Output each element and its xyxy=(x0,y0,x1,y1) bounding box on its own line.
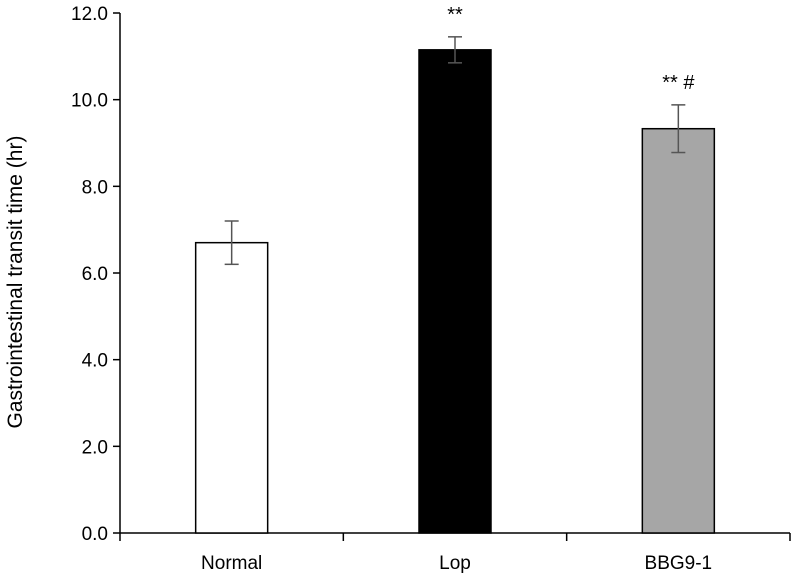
y-tick-label: 12.0 xyxy=(71,4,108,25)
bar xyxy=(194,241,269,534)
y-tick-label: 10.0 xyxy=(71,91,108,112)
bars xyxy=(194,36,716,534)
y-tick-label: 2.0 xyxy=(82,437,108,458)
significance-label: ** xyxy=(447,4,463,26)
y-tick-label: 4.0 xyxy=(82,351,108,372)
category-label: Normal xyxy=(201,553,262,574)
bar xyxy=(641,127,716,534)
category-label: Lop xyxy=(439,553,471,574)
labels: 0.0 2.0 4.0 6.0 8.0 10.0 12.0 Normal Lop ** BBG9-1… xyxy=(71,4,712,574)
y-tick-label: 8.0 xyxy=(82,177,108,198)
category-label: BBG9-1 xyxy=(645,553,713,574)
y-axis-title: Gastrointestinal transit time (hr) xyxy=(4,136,27,429)
y-tick-label: 0.0 xyxy=(82,524,108,545)
y-tick-label: 6.0 xyxy=(82,264,108,285)
significance-label: ** # xyxy=(662,72,695,94)
bar xyxy=(418,49,492,534)
